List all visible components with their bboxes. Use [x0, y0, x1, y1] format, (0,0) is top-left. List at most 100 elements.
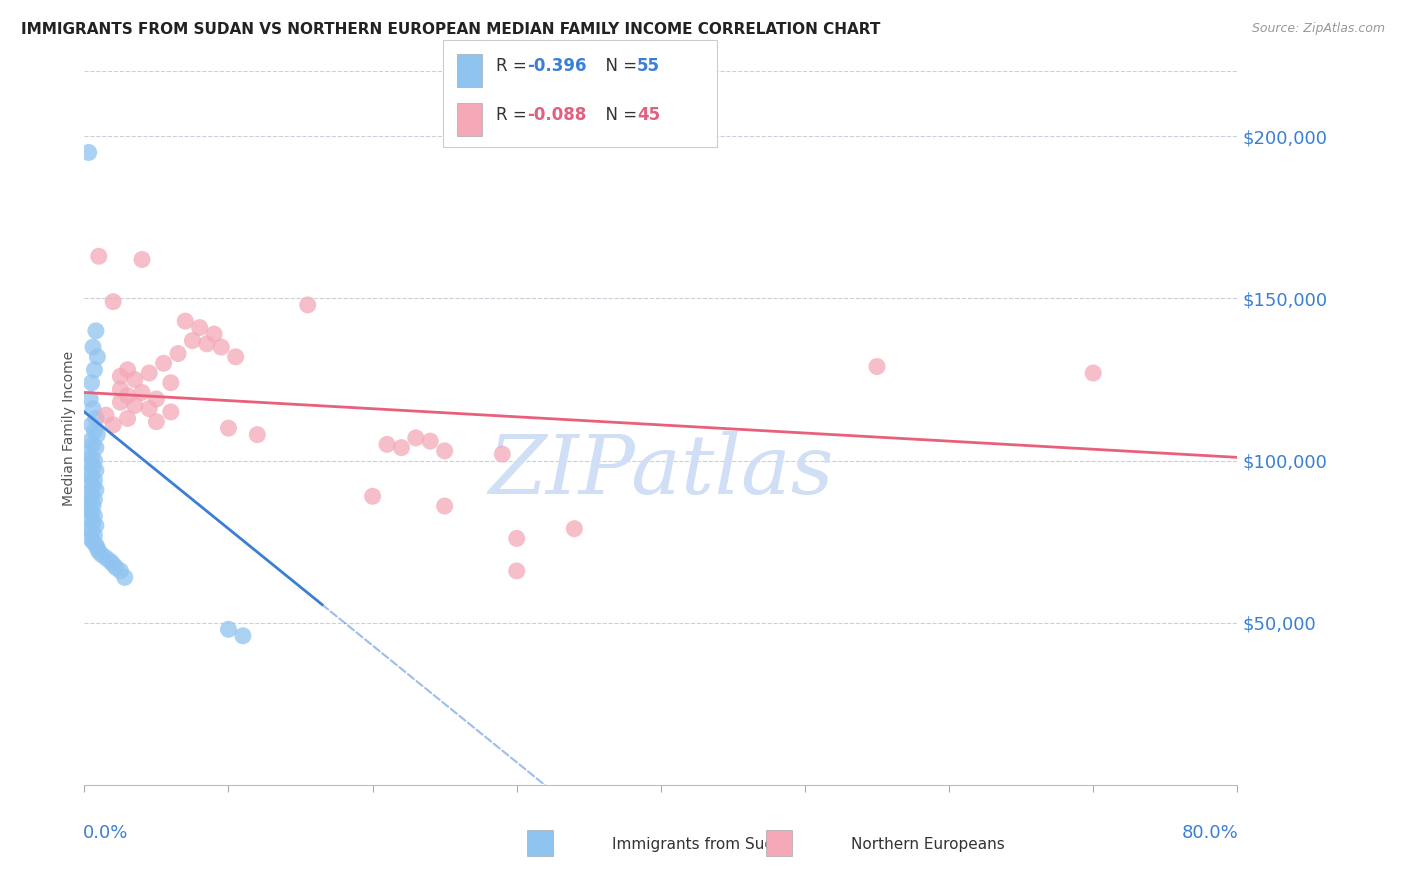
- Point: [82, 460, 104, 475]
- Text: Northern Europeans: Northern Europeans: [851, 837, 1005, 852]
- Point: [84, 518, 107, 533]
- Point: [80, 470, 103, 484]
- Point: [77, 522, 100, 536]
- Point: [83, 363, 105, 377]
- Point: [117, 389, 139, 403]
- Point: [433, 499, 456, 513]
- Point: [209, 340, 232, 354]
- Point: [114, 570, 136, 584]
- Point: [83, 492, 105, 507]
- Point: [94, 408, 117, 422]
- Point: [131, 385, 153, 400]
- Point: [87, 249, 110, 263]
- Point: [1083, 366, 1105, 380]
- Point: [83, 473, 105, 487]
- Point: [82, 534, 104, 549]
- Point: [131, 252, 153, 267]
- Point: [87, 544, 110, 558]
- Point: [103, 417, 124, 432]
- Point: [391, 441, 413, 455]
- Point: [160, 405, 183, 419]
- Point: [79, 476, 101, 491]
- Point: [124, 372, 146, 386]
- Point: [82, 437, 104, 451]
- Point: [80, 524, 103, 539]
- Point: [181, 334, 204, 348]
- Point: [98, 554, 121, 568]
- Point: [218, 421, 240, 435]
- Point: [80, 450, 103, 465]
- Text: 45: 45: [637, 106, 659, 124]
- Point: [218, 622, 240, 636]
- Point: [506, 564, 529, 578]
- Point: [506, 532, 529, 546]
- Point: [79, 392, 101, 406]
- Point: [77, 486, 100, 500]
- Point: [866, 359, 889, 374]
- Point: [433, 443, 456, 458]
- Point: [82, 401, 104, 416]
- Point: [77, 145, 100, 160]
- Point: [564, 522, 586, 536]
- Point: [77, 502, 100, 516]
- Point: [405, 431, 427, 445]
- Point: [103, 558, 124, 572]
- Point: [188, 320, 211, 334]
- Point: [84, 463, 107, 477]
- Point: [297, 298, 319, 312]
- Text: 55: 55: [637, 57, 659, 75]
- Point: [84, 324, 107, 338]
- Point: [138, 401, 160, 416]
- Point: [79, 512, 101, 526]
- Point: [79, 457, 101, 471]
- Point: [79, 532, 101, 546]
- Point: [375, 437, 398, 451]
- Text: R =: R =: [496, 57, 533, 75]
- Point: [117, 411, 139, 425]
- Point: [79, 434, 101, 449]
- Point: [195, 336, 218, 351]
- Point: [105, 560, 128, 574]
- Point: [84, 411, 107, 425]
- Text: ZIPatlas: ZIPatlas: [488, 431, 834, 511]
- Point: [167, 346, 190, 360]
- Point: [82, 479, 104, 493]
- Text: Source: ZipAtlas.com: Source: ZipAtlas.com: [1251, 22, 1385, 36]
- Point: [84, 483, 107, 497]
- Point: [138, 366, 160, 380]
- Point: [80, 376, 103, 390]
- Point: [110, 395, 132, 409]
- Point: [83, 425, 105, 439]
- Point: [110, 369, 132, 384]
- Point: [86, 541, 108, 556]
- Point: [84, 441, 107, 455]
- Point: [82, 499, 104, 513]
- Point: [80, 506, 103, 520]
- Point: [152, 356, 174, 370]
- Point: [110, 382, 132, 396]
- Point: [83, 508, 105, 523]
- Point: [83, 528, 105, 542]
- Text: Immigrants from Sudan: Immigrants from Sudan: [613, 837, 793, 852]
- Point: [86, 427, 108, 442]
- Point: [103, 294, 124, 309]
- Point: [419, 434, 441, 449]
- Point: [361, 489, 384, 503]
- Point: [110, 564, 132, 578]
- Point: [86, 350, 108, 364]
- Point: [174, 314, 197, 328]
- Point: [80, 489, 103, 503]
- Point: [90, 548, 112, 562]
- Point: [94, 550, 117, 565]
- Point: [117, 363, 139, 377]
- Point: [80, 417, 103, 432]
- Point: [82, 515, 104, 529]
- Point: [77, 467, 100, 481]
- Point: [79, 496, 101, 510]
- Text: N =: N =: [595, 106, 643, 124]
- Point: [84, 538, 107, 552]
- Y-axis label: Median Family Income: Median Family Income: [62, 351, 76, 506]
- Text: N =: N =: [595, 57, 643, 75]
- Point: [246, 427, 269, 442]
- Point: [491, 447, 513, 461]
